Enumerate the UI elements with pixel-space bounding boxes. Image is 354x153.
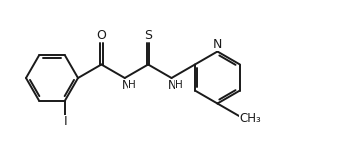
Text: N: N [213, 38, 222, 51]
Text: I: I [64, 115, 68, 128]
Text: CH₃: CH₃ [239, 112, 261, 125]
Text: N: N [121, 78, 130, 91]
Text: S: S [144, 29, 152, 42]
Text: H: H [128, 80, 136, 90]
Text: N: N [168, 78, 177, 91]
Text: O: O [96, 29, 106, 42]
Text: H: H [175, 80, 182, 90]
